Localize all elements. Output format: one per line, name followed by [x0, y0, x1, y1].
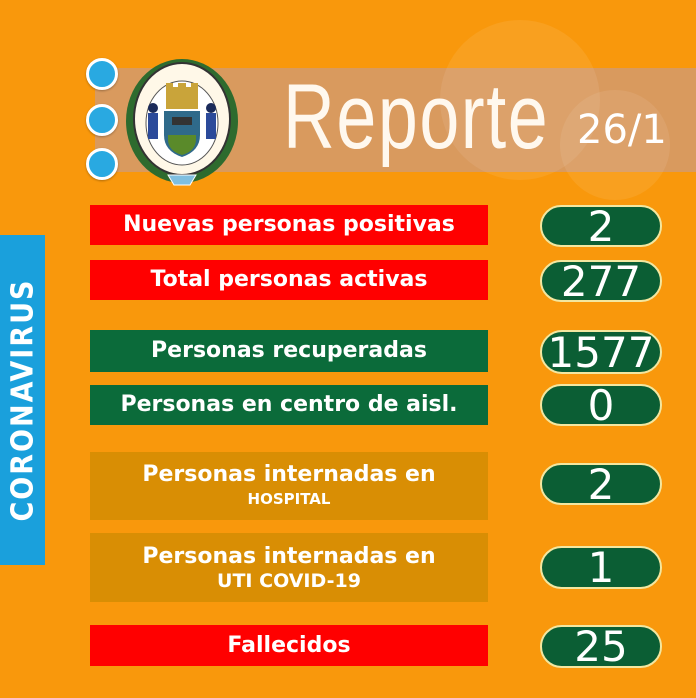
row-label-hospitalized: Personas internadas en HOSPITAL — [90, 452, 488, 520]
label-subtext: UTI COVID-19 — [217, 569, 361, 592]
blue-dot-icon — [86, 58, 118, 90]
row-label-recovered: Personas recuperadas — [90, 330, 488, 372]
label-text: Fallecidos — [227, 632, 351, 658]
row-label-total-active: Total personas activas — [90, 260, 488, 300]
coronavirus-side-banner: CORONAVIRUS — [0, 235, 45, 565]
row-label-isolation-center: Personas en centro de aisl. — [90, 385, 488, 425]
decorative-circle — [440, 20, 600, 180]
side-label: CORONAVIRUS — [5, 278, 40, 522]
row-label-new-positives: Nuevas personas positivas — [90, 205, 488, 245]
report-date: 26/1 — [577, 107, 667, 153]
label-text: Personas internadas en — [142, 462, 436, 487]
value-total-active: 277 — [540, 257, 662, 306]
label-text: Personas internadas en — [142, 543, 436, 569]
value-hospitalized: 2 — [540, 460, 662, 509]
value-icu: 1 — [540, 543, 662, 592]
municipality-crest-logo — [126, 59, 238, 186]
label-text: Personas recuperadas — [151, 338, 427, 363]
value-recovered: 1577 — [540, 328, 662, 377]
blue-dot-icon — [86, 148, 118, 180]
blue-dot-icon — [86, 104, 118, 136]
label-text: Nuevas personas positivas — [123, 212, 455, 237]
value-new-positives: 2 — [540, 202, 662, 251]
decorative-circle — [560, 90, 670, 200]
label-text: Total personas activas — [150, 267, 428, 292]
row-label-icu: Personas internadas en UTI COVID-19 — [90, 533, 488, 602]
page-title: Reporte — [283, 66, 550, 168]
value-deceased: 25 — [540, 622, 662, 671]
label-text: Personas en centro de aisl. — [120, 392, 458, 417]
label-subtext: HOSPITAL — [247, 490, 331, 508]
value-isolation-center: 0 — [540, 381, 662, 430]
row-label-deceased: Fallecidos — [90, 625, 488, 666]
